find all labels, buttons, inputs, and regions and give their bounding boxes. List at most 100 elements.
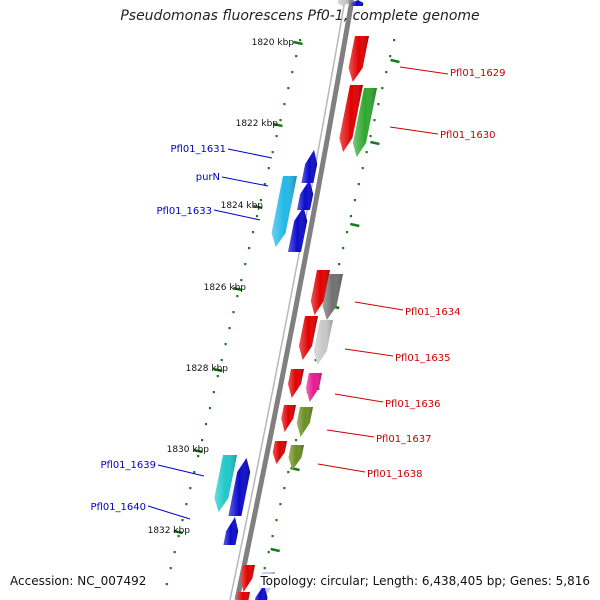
backbone-inner-line	[229, 0, 346, 600]
scale-dot	[173, 551, 176, 554]
scale-labels: 1820 kbp 1822 kbp 1824 kbp 1826 kbp 1828…	[148, 38, 295, 536]
scale-dot	[345, 231, 349, 234]
scale-dot	[240, 279, 243, 282]
scale-dot	[228, 327, 231, 330]
scale-tick	[232, 286, 243, 292]
svg-text:Pfl01_1637: Pfl01_1637	[376, 434, 432, 445]
gene-features	[214, 0, 377, 600]
gene-arrow[interactable]	[236, 592, 250, 600]
gene-label-pfl01-1638[interactable]: Pfl01_1638	[317, 463, 423, 480]
scale-dot	[212, 391, 215, 394]
scale-dot	[185, 503, 188, 506]
scale-dot	[365, 151, 368, 154]
scale-dot	[189, 487, 192, 490]
scale-dot	[342, 247, 345, 250]
gene-arrow[interactable]	[288, 445, 305, 470]
scale-dot	[377, 103, 380, 106]
gene-arrow[interactable]	[297, 180, 314, 210]
gene-arrow[interactable]	[353, 88, 377, 157]
scale-dot	[204, 423, 208, 426]
scale-label: 1828 kbp	[186, 364, 229, 374]
scale-dot	[373, 119, 376, 122]
scale-dot	[287, 87, 290, 90]
gene-arrow[interactable]	[313, 320, 333, 365]
scale-dot	[353, 199, 356, 202]
gene-label-pfl01-1639[interactable]: Pfl01_1639	[100, 460, 205, 477]
gene-label-pfl01-1629[interactable]: Pfl01_1629	[399, 66, 506, 79]
svg-text:Pfl01_1635: Pfl01_1635	[395, 353, 451, 364]
scale-dot	[271, 151, 274, 154]
gene-label-layer: Pfl01_1629 Pfl01_1630 Pfl01_1634 Pfl01_1…	[90, 66, 506, 520]
gene-arrow[interactable]	[288, 369, 304, 398]
scale-tick	[273, 122, 283, 128]
scale-dot	[283, 103, 286, 106]
gene-arrow[interactable]	[281, 405, 296, 432]
gene-arrow[interactable]	[299, 316, 318, 360]
scale-dot	[201, 439, 204, 442]
scale-dot	[193, 471, 196, 474]
gene-label-purn[interactable]: purN	[196, 172, 269, 187]
scale-dot	[263, 183, 266, 186]
gene-arrow[interactable]	[228, 458, 251, 516]
gene-label-pfl01-1640[interactable]: Pfl01_1640	[90, 502, 191, 520]
scale-dot	[279, 503, 282, 506]
scale-dot	[349, 215, 353, 218]
gene-arrow[interactable]	[348, 36, 369, 82]
gene-arrow[interactable]	[214, 455, 237, 512]
svg-text:Pfl01_1633: Pfl01_1633	[156, 206, 212, 217]
scale-dot	[385, 71, 388, 74]
svg-text:Pfl01_1638: Pfl01_1638	[367, 469, 423, 480]
scale-dot	[291, 71, 294, 74]
scale-label: 1822 kbp	[236, 119, 279, 129]
scale-dot	[279, 119, 282, 122]
scale-tick	[370, 140, 380, 146]
gene-label-pfl01-1636[interactable]: Pfl01_1636	[334, 393, 441, 410]
scale-dot	[263, 567, 266, 570]
scale-tick	[350, 222, 360, 228]
scale-tick	[293, 40, 303, 46]
gene-arrow[interactable]	[271, 176, 297, 247]
gene-arrow[interactable]	[339, 85, 363, 152]
scale-dot	[283, 487, 286, 490]
scale-dot	[244, 263, 247, 266]
scale-dot	[208, 407, 212, 410]
gene-arrow[interactable]	[350, 0, 364, 6]
gene-arrow[interactable]	[301, 150, 318, 183]
gene-label-pfl01-1635[interactable]: Pfl01_1635	[344, 348, 451, 364]
gene-arrow[interactable]	[223, 517, 239, 545]
gene-label-pfl01-1631[interactable]: Pfl01_1631	[170, 144, 273, 159]
scale-label: 1832 kbp	[148, 526, 191, 536]
gene-arrow[interactable]	[240, 565, 255, 592]
gene-arrow[interactable]	[288, 207, 308, 252]
gene-arrow[interactable]	[296, 407, 313, 437]
gene-arrow[interactable]	[337, 0, 350, 6]
scale-dot	[251, 231, 255, 234]
scale-tick	[270, 547, 280, 553]
gene-arrow[interactable]	[272, 441, 287, 464]
gene-arrow[interactable]	[253, 585, 268, 600]
scale-tick	[173, 529, 183, 535]
svg-text:Pfl01_1629: Pfl01_1629	[450, 68, 506, 79]
scale-dot	[181, 519, 184, 522]
gene-arrow[interactable]	[306, 373, 322, 402]
scale-dot	[314, 359, 317, 362]
gene-label-pfl01-1630[interactable]: Pfl01_1630	[389, 126, 496, 141]
scale-dot	[267, 167, 270, 170]
scale-dot	[267, 551, 270, 554]
svg-text:Pfl01_1640: Pfl01_1640	[90, 502, 146, 513]
gene-arrow[interactable]	[322, 274, 343, 320]
scale-dot	[177, 535, 180, 538]
svg-text:Pfl01_1634: Pfl01_1634	[405, 307, 461, 318]
scale-dot	[275, 519, 278, 522]
scale-dot	[165, 583, 168, 586]
scale-dot	[220, 359, 223, 362]
gene-arrow[interactable]	[310, 270, 330, 315]
scale-label: 1826 kbp	[204, 283, 247, 293]
gene-label-pfl01-1637[interactable]: Pfl01_1637	[326, 429, 432, 445]
scale-dot	[381, 87, 384, 90]
scale-dot	[232, 311, 235, 314]
scale-dot	[224, 343, 227, 346]
gene-label-pfl01-1634[interactable]: Pfl01_1634	[354, 301, 461, 318]
scale-dot	[295, 439, 298, 442]
gene-label-pfl01-1633[interactable]: Pfl01_1633	[156, 206, 261, 221]
